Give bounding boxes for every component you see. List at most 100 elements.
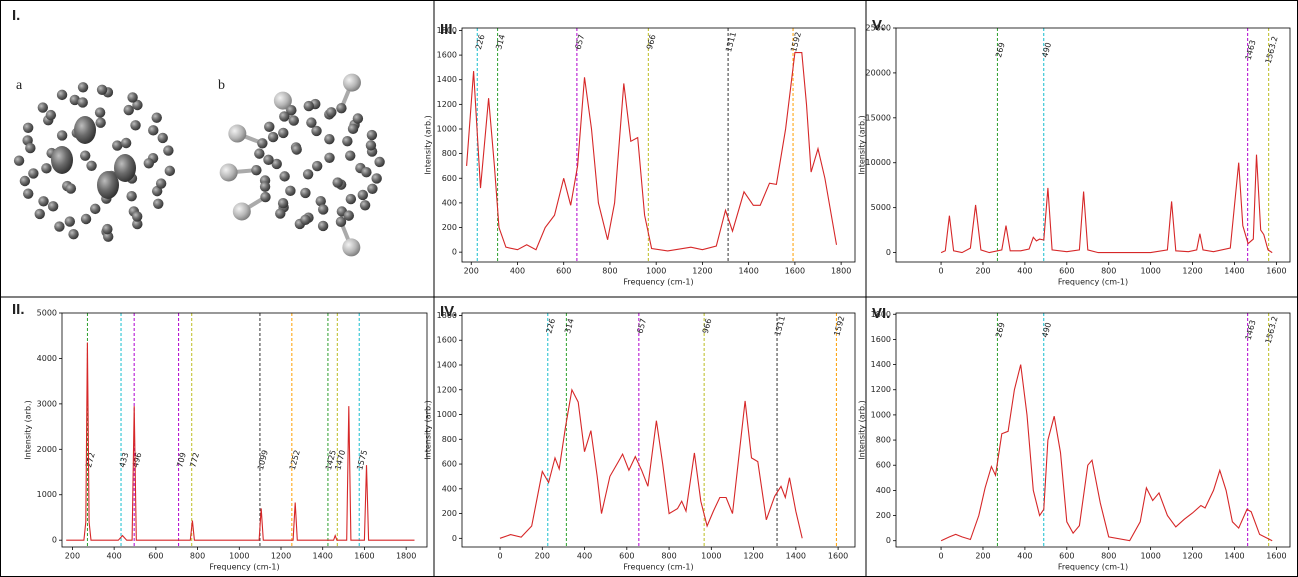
- atom: [54, 221, 65, 232]
- y-tick-label: 600: [876, 461, 891, 470]
- x-tick-label: 800: [190, 552, 205, 561]
- molecule-label: a: [16, 78, 23, 93]
- x-tick-label: 200: [65, 552, 80, 561]
- atom: [22, 122, 34, 133]
- x-tick-label: 200: [975, 552, 990, 561]
- x-tick-label: 600: [619, 552, 634, 561]
- x-tick-label: 1400: [738, 267, 758, 276]
- x-tick-label: 1200: [271, 552, 291, 561]
- x-tick-label: 200: [535, 552, 550, 561]
- atom: [80, 213, 92, 225]
- reference-label: 1563.2: [1264, 315, 1280, 344]
- atom: [34, 208, 45, 220]
- y-tick-label: 400: [442, 484, 457, 493]
- atom: [311, 125, 322, 137]
- y-tick-label: 600: [442, 460, 457, 469]
- atom: [332, 177, 343, 188]
- atom: [123, 104, 134, 116]
- plot-frame: [895, 312, 1291, 548]
- atom: [131, 211, 143, 222]
- spectrum-line: [940, 154, 1273, 254]
- atom: [163, 145, 174, 156]
- atom: [277, 198, 289, 209]
- x-tick-label: 1000: [701, 552, 721, 561]
- reference-label: 657: [636, 317, 649, 334]
- atom: [291, 144, 302, 155]
- y-tick-label: 200: [442, 509, 457, 518]
- atom: [361, 167, 372, 178]
- y-tick-label: 200: [442, 223, 457, 232]
- atom: [335, 216, 347, 228]
- y-tick-label: 10000: [866, 158, 891, 167]
- y-tick-label: 0: [886, 248, 891, 257]
- panel-label: I.: [12, 7, 20, 24]
- x-axis-label: Frequency (cm-1): [209, 563, 279, 572]
- reference-label: 1592: [789, 31, 803, 53]
- atom: [56, 89, 68, 101]
- x-axis-label: Frequency (cm-1): [1058, 278, 1128, 287]
- atom: [365, 140, 377, 151]
- atom: [94, 107, 106, 118]
- x-tick-label: 800: [1101, 552, 1116, 561]
- atom: [13, 155, 25, 166]
- substituent: [219, 163, 238, 182]
- atom: [374, 156, 385, 168]
- atom: [77, 82, 89, 93]
- reference-label: 269: [994, 321, 1007, 338]
- atom: [86, 160, 97, 171]
- plot-frame: [895, 27, 1291, 263]
- atom: [251, 164, 262, 176]
- reference-label: 966: [645, 33, 658, 50]
- reference-label: 1099: [256, 449, 270, 471]
- endohedral: [97, 171, 119, 199]
- y-tick-label: 3000: [37, 399, 57, 408]
- y-tick-label: 1600: [871, 335, 891, 344]
- atom: [271, 158, 282, 170]
- x-axis-label: Frequency (cm-1): [623, 563, 693, 572]
- atom: [102, 223, 113, 235]
- atom: [56, 130, 68, 141]
- reference-label: 269: [994, 41, 1007, 58]
- y-axis-label: Intensity (arb.): [858, 400, 867, 459]
- atom: [143, 158, 155, 169]
- atom: [37, 102, 49, 113]
- x-tick-label: 800: [1101, 267, 1116, 276]
- x-tick-label: 1000: [1140, 267, 1160, 276]
- x-tick-label: 0: [497, 552, 502, 561]
- atom: [264, 121, 275, 132]
- x-tick-label: 1600: [785, 267, 805, 276]
- atom: [278, 127, 289, 139]
- y-tick-label: 5000: [871, 203, 891, 212]
- y-tick-label: 0: [886, 536, 891, 545]
- molecules: [13, 73, 385, 257]
- atom: [279, 111, 290, 122]
- y-tick-label: 200: [876, 511, 891, 520]
- x-axis-label: Frequency (cm-1): [623, 278, 693, 287]
- endohedral: [51, 146, 73, 174]
- atom: [164, 165, 176, 177]
- atom: [359, 200, 371, 211]
- atom: [343, 210, 355, 221]
- atom: [130, 120, 141, 131]
- atom: [120, 137, 132, 149]
- atom: [317, 220, 329, 232]
- y-tick-label: 0: [452, 534, 457, 543]
- x-tick-label: 1200: [743, 552, 763, 561]
- atom: [275, 208, 286, 219]
- atom: [95, 117, 106, 128]
- x-tick-label: 1000: [229, 552, 249, 561]
- y-tick-label: 1800: [437, 26, 457, 35]
- atom: [132, 218, 143, 230]
- atom: [345, 193, 357, 205]
- reference-label: 272: [84, 451, 97, 468]
- atom: [267, 131, 279, 143]
- x-tick-label: 1800: [831, 267, 851, 276]
- x-tick-label: 1600: [1266, 267, 1286, 276]
- atom: [263, 154, 274, 166]
- atom: [357, 189, 369, 201]
- reference-label: 496: [131, 451, 144, 468]
- atom: [90, 203, 101, 215]
- atom: [347, 123, 359, 135]
